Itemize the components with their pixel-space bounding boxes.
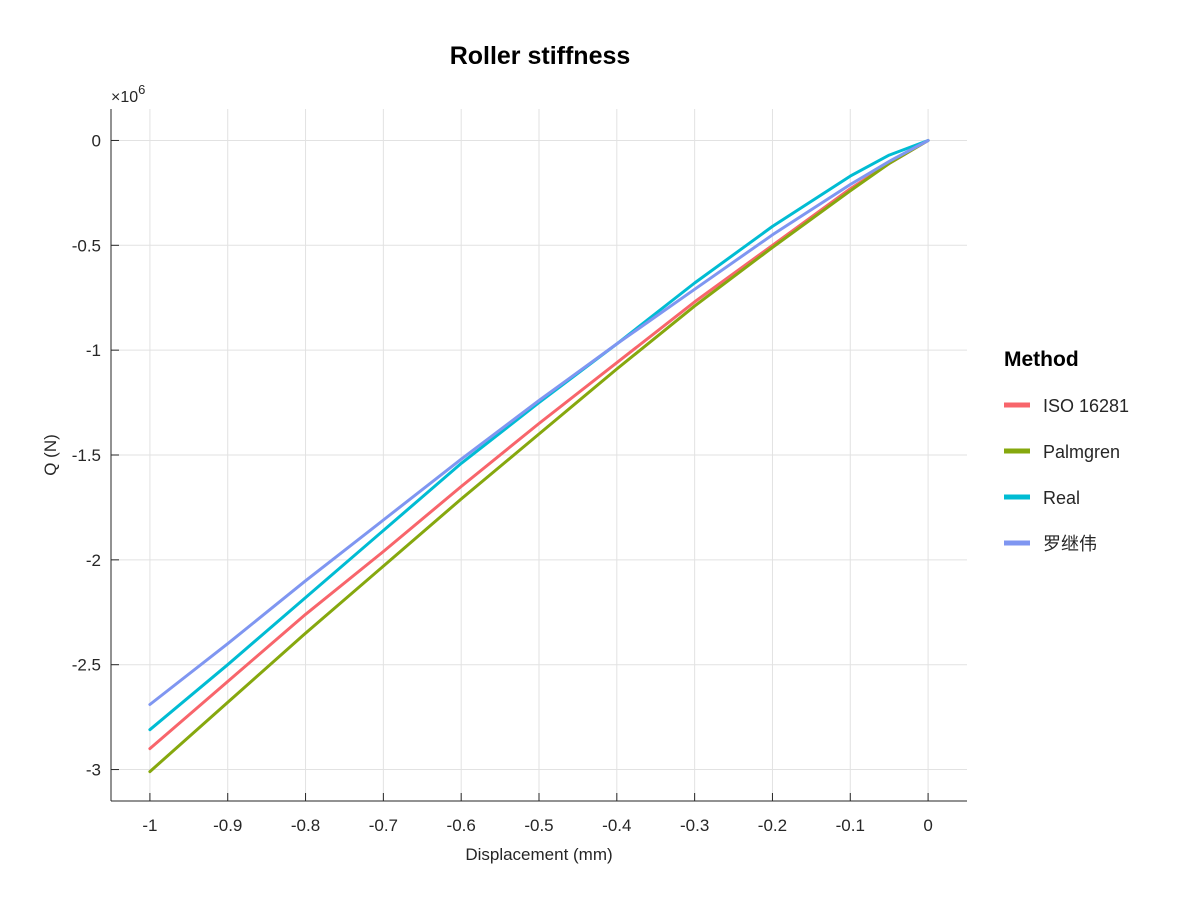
chart-title: Roller stiffness bbox=[450, 42, 631, 70]
legend: Method ISO 16281 Palmgren Real 罗继伟 bbox=[1004, 348, 1129, 554]
x-axis-label: Displacement (mm) bbox=[465, 845, 612, 864]
y-tick-label: 0 bbox=[92, 131, 101, 150]
x-tick-label: -0.3 bbox=[680, 816, 709, 835]
series-line-3 bbox=[148, 139, 930, 706]
y-tick-label: -2.5 bbox=[72, 656, 101, 675]
grid bbox=[111, 109, 967, 801]
x-tick-label: -0.7 bbox=[369, 816, 398, 835]
x-tick-label: -1 bbox=[142, 816, 157, 835]
x-tick-label: -0.4 bbox=[602, 816, 631, 835]
x-tick-label: -0.8 bbox=[291, 816, 320, 835]
x-tick-label: 0 bbox=[923, 816, 932, 835]
legend-title: Method bbox=[1004, 348, 1079, 371]
x-tick-label: -0.9 bbox=[213, 816, 242, 835]
y-axis-label: Q (N) bbox=[41, 434, 60, 476]
y-tick-label: -2 bbox=[86, 551, 101, 570]
y-tick-labels: 0 -0.5 -1 -1.5 -2 -2.5 -3 bbox=[72, 131, 101, 779]
y-multiplier-base: ×10 bbox=[111, 89, 138, 106]
legend-label: Real bbox=[1043, 488, 1080, 508]
x-tick-label: -0.2 bbox=[758, 816, 787, 835]
y-tick-label: -1 bbox=[86, 341, 101, 360]
axes bbox=[110, 109, 967, 802]
y-multiplier: ×106 bbox=[111, 82, 145, 106]
x-tick-label: -0.1 bbox=[836, 816, 865, 835]
x-tick-label: -0.6 bbox=[447, 816, 476, 835]
legend-label: ISO 16281 bbox=[1043, 396, 1129, 416]
y-tick-label: -1.5 bbox=[72, 446, 101, 465]
series-lines bbox=[148, 139, 930, 774]
x-tick-labels: -1 -0.9 -0.8 -0.7 -0.6 -0.5 -0.4 -0.3 -0.2 -0.1 0 bbox=[142, 816, 932, 835]
legend-label: 罗继伟 bbox=[1043, 534, 1097, 554]
legend-label: Palmgren bbox=[1043, 442, 1120, 462]
y-tick-label: -3 bbox=[86, 761, 101, 780]
plot-area: -1 -0.9 -0.8 -0.7 -0.6 -0.5 -0.4 -0.3 -0.2 -0.1 0 … bbox=[72, 109, 967, 835]
x-tick-label: -0.5 bbox=[524, 816, 553, 835]
series-line-1 bbox=[148, 139, 930, 774]
y-tick-label: -0.5 bbox=[72, 236, 101, 255]
y-multiplier-exponent: 6 bbox=[138, 82, 145, 97]
